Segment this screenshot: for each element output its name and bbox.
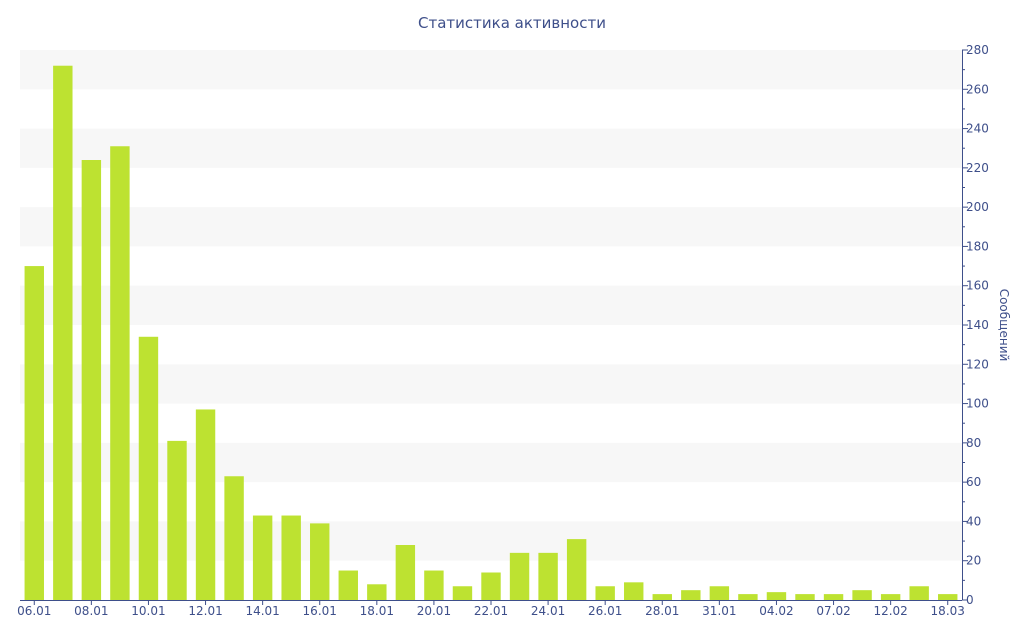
- bar-20.01[interactable]: [424, 570, 444, 600]
- bar-06.01[interactable]: [24, 266, 44, 600]
- x-tick-label: 07.02: [816, 604, 850, 618]
- grid-band: [20, 364, 962, 404]
- bar-16.02[interactable]: [909, 586, 929, 600]
- bar-23.01[interactable]: [509, 552, 530, 600]
- x-tick-label: 26.01: [588, 604, 622, 618]
- x-tick-label: 08.01: [74, 604, 108, 618]
- y-tick-label: 80: [966, 436, 981, 450]
- bar-15.01[interactable]: [281, 515, 301, 600]
- x-tick-label: 10.01: [131, 604, 165, 618]
- grid-band: [20, 521, 962, 561]
- bar-12.01[interactable]: [195, 409, 216, 600]
- y-tick-label: 0: [966, 593, 974, 607]
- x-tick-label: 22.01: [474, 604, 508, 618]
- y-tick-label: 200: [966, 200, 989, 214]
- x-tick-label: 18.03: [931, 604, 965, 618]
- bar-04.02[interactable]: [766, 592, 787, 600]
- x-tick-label: 20.01: [417, 604, 451, 618]
- bar-17.01[interactable]: [338, 570, 358, 600]
- bar-30.01[interactable]: [681, 590, 701, 600]
- x-tick-label: 06.01: [17, 604, 51, 618]
- y-tick-label: 260: [966, 82, 989, 96]
- grid-bands: [20, 50, 962, 561]
- bar-31.01[interactable]: [709, 586, 730, 600]
- grid-band: [20, 285, 962, 325]
- bar-12.02[interactable]: [880, 594, 901, 600]
- grid-band: [20, 442, 962, 483]
- y-tick-label: 60: [966, 475, 981, 489]
- x-tick-label: 31.01: [702, 604, 736, 618]
- x-tick-label: 18.01: [360, 604, 394, 618]
- bar-13.01[interactable]: [224, 476, 244, 600]
- bar-14.01[interactable]: [252, 515, 273, 600]
- bar-08.02[interactable]: [852, 590, 872, 600]
- bar-08.01[interactable]: [81, 160, 102, 600]
- bar-19.01[interactable]: [395, 545, 416, 600]
- y-tick-label: 40: [966, 514, 981, 528]
- y-tick-label: 180: [966, 239, 989, 253]
- y-tick-label: 120: [966, 357, 989, 371]
- bar-01.02[interactable]: [738, 594, 758, 600]
- bar-07.02[interactable]: [823, 594, 844, 600]
- y-tick-label: 140: [966, 318, 989, 332]
- y-tick-label: 280: [966, 43, 989, 57]
- x-tick-label: 04.02: [759, 604, 793, 618]
- bar-24.01[interactable]: [538, 552, 558, 600]
- bar-07.01[interactable]: [53, 65, 73, 600]
- bar-26.01[interactable]: [595, 586, 615, 600]
- grid-band: [20, 207, 962, 247]
- x-tick-label: 28.01: [645, 604, 679, 618]
- y-tick-label: 20: [966, 554, 981, 568]
- bar-18.03[interactable]: [938, 594, 958, 600]
- bar-21.01[interactable]: [452, 586, 473, 600]
- y-axis-title: Сообщений: [997, 289, 1011, 362]
- x-tick-label: 12.02: [873, 604, 907, 618]
- y-tick-label: 220: [966, 161, 989, 175]
- y-tick-label: 160: [966, 279, 989, 293]
- x-axis: 06.01 08.01 10.01 12.01 14.01 16.01 18.01 20.01…: [17, 600, 965, 618]
- bars-group: [24, 65, 958, 601]
- grid-band: [20, 50, 962, 90]
- x-tick-label: 24.01: [531, 604, 565, 618]
- bar-16.01[interactable]: [310, 523, 330, 600]
- y-axis: 0 20 40 60 80 100 120 140 160 180 200 220 240 260 280: [962, 43, 989, 607]
- bar-27.01[interactable]: [624, 582, 644, 600]
- y-tick-label: 100: [966, 397, 989, 411]
- bar-05.02[interactable]: [795, 594, 815, 600]
- bar-28.01[interactable]: [652, 594, 672, 600]
- bar-25.01[interactable]: [566, 539, 587, 600]
- x-tick-label: 12.01: [188, 604, 222, 618]
- x-tick-label: 14.01: [245, 604, 279, 618]
- grid-band: [20, 128, 962, 168]
- bar-10.01[interactable]: [138, 336, 159, 600]
- x-tick-label: 16.01: [303, 604, 337, 618]
- chart-title: Статистика активности: [418, 14, 606, 32]
- y-tick-label: 240: [966, 122, 989, 136]
- bar-18.01[interactable]: [367, 584, 387, 600]
- bar-09.01[interactable]: [110, 146, 130, 600]
- bar-11.01[interactable]: [167, 440, 187, 600]
- bar-22.01[interactable]: [481, 572, 501, 601]
